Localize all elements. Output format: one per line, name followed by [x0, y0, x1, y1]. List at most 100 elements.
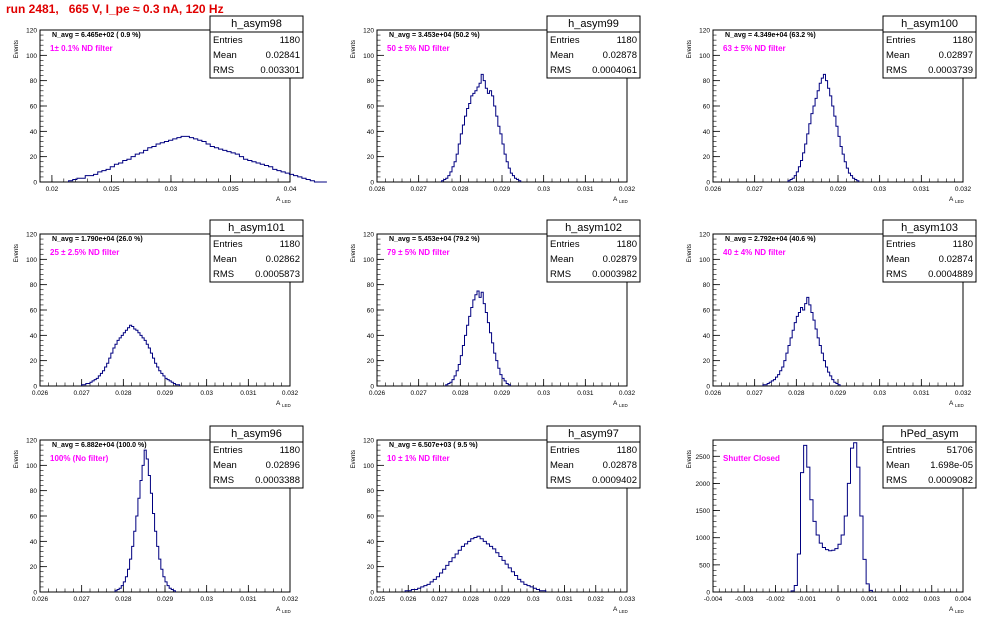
x-tick-label: 0.03	[165, 186, 178, 193]
x-tick-label: 0.03	[873, 390, 886, 397]
x-tick-label: 0	[836, 596, 840, 603]
stats-value: 0.0003982	[592, 269, 637, 280]
histogram-bars	[404, 535, 547, 592]
stats-value: 0.003301	[260, 65, 300, 76]
y-tick-label: 80	[703, 78, 711, 85]
x-tick-label: 0.03	[537, 186, 550, 193]
stats-box: h_asym96 Entries 1180 Mean 0.02896 RMS 0.00033…	[209, 425, 304, 489]
y-tick-label: 100	[363, 53, 374, 60]
y-tick-label: 60	[367, 104, 375, 111]
histogram-pad-h_asym100: 0 20 40 60 80 100 120 0.026 0.027 0.028 0.029 0.03 0…	[687, 15, 977, 204]
stats-box: h_asym102 Entries 1180 Mean 0.02879 RMS 0.0003…	[546, 219, 641, 283]
x-axis-label: A	[949, 196, 954, 203]
x-tick-label: 0.029	[157, 596, 174, 603]
x-tick-label: 0.031	[577, 186, 594, 193]
y-tick-label: 120	[26, 232, 37, 239]
x-tick-label: 0.032	[282, 596, 299, 603]
y-tick-label: 0	[370, 384, 374, 391]
stats-box-frame	[546, 219, 641, 283]
y-tick-label: 0	[706, 384, 710, 391]
y-tick-label: 120	[363, 28, 374, 35]
stats-label: Mean	[213, 460, 237, 471]
y-axis-label: Events	[351, 450, 357, 468]
stats-box-frame	[209, 425, 304, 489]
stats-box-frame	[209, 15, 304, 79]
histogram-bars	[790, 442, 873, 592]
page-title: run 2481, 665 V, I_pe ≈ 0.3 nA, 120 Hz	[6, 2, 224, 16]
stats-label: Mean	[550, 460, 574, 471]
y-tick-label: 20	[30, 358, 38, 365]
x-axis-label-sub: LED	[955, 609, 965, 614]
stats-title: h_asym103	[901, 222, 958, 234]
stats-label: Mean	[886, 460, 910, 471]
stats-box: h_asym97 Entries 1180 Mean 0.02878 RMS 0.00094…	[546, 425, 641, 489]
x-tick-label: 0.03	[200, 596, 213, 603]
stats-value: 0.0004061	[592, 65, 637, 76]
x-tick-label: 0.026	[32, 596, 49, 603]
y-tick-label: 100	[363, 257, 374, 264]
y-tick-label: 60	[30, 308, 38, 315]
x-tick-label: 0.027	[74, 596, 91, 603]
histogram-pad-h_asym96: 0 20 40 60 80 100 120 0.026 0.027 0.028 0.029 0.03 0…	[14, 425, 304, 614]
y-tick-label: 80	[30, 488, 38, 495]
filter-label: 40 ± 4% ND filter	[723, 248, 786, 257]
x-tick-label: 0.02	[46, 186, 59, 193]
x-tick-label: 0.026	[369, 186, 386, 193]
stats-value: 0.0009402	[592, 475, 637, 486]
y-tick-label: 120	[26, 438, 37, 445]
y-tick-label: 2500	[696, 454, 711, 461]
x-tick-label: -0.003	[735, 596, 754, 603]
x-axis-label-sub: LED	[619, 609, 629, 614]
stats-box: h_asym103 Entries 1180 Mean 0.02874 RMS 0.0004…	[882, 219, 977, 283]
x-tick-label: 0.025	[369, 596, 386, 603]
x-tick-label: 0.026	[369, 390, 386, 397]
x-tick-label: 0.025	[103, 186, 120, 193]
x-tick-label: 0.001	[861, 596, 878, 603]
histogram-bars	[114, 449, 176, 592]
histogram-bars	[445, 290, 511, 386]
y-tick-label: 0	[706, 180, 710, 187]
stats-value: 51706	[947, 445, 973, 456]
y-axis-label: Events	[14, 40, 20, 58]
stats-label: Entries	[886, 445, 916, 456]
y-tick-label: 20	[367, 358, 375, 365]
x-tick-label: 0.03	[200, 390, 213, 397]
stats-title: h_asym97	[568, 428, 619, 440]
y-tick-label: 100	[699, 257, 710, 264]
stats-label: RMS	[550, 269, 571, 280]
n-avg-label: N_avg = 6.507e+03 ( 9.5 %)	[389, 442, 478, 449]
x-tick-label: 0.026	[705, 390, 722, 397]
x-axis-label-sub: LED	[619, 403, 629, 408]
y-axis-label: Events	[351, 244, 357, 262]
y-axis-label: Events	[687, 450, 693, 468]
y-tick-label: 0	[370, 590, 374, 597]
filter-label: 63 ± 5% ND filter	[723, 44, 786, 53]
stats-box: h_asym101 Entries 1180 Mean 0.02862 RMS 0.0005…	[209, 219, 304, 283]
x-tick-label: 0.04	[284, 186, 297, 193]
x-axis-label: A	[613, 400, 618, 407]
y-tick-label: 80	[30, 282, 38, 289]
x-tick-label: 0.028	[788, 390, 805, 397]
y-tick-label: 40	[30, 539, 38, 546]
y-axis-label: Events	[14, 244, 20, 262]
x-tick-label: 0.028	[452, 186, 469, 193]
stats-value: 0.02878	[603, 50, 637, 61]
y-tick-label: 60	[703, 308, 711, 315]
y-tick-label: 100	[699, 53, 710, 60]
y-tick-label: 40	[367, 333, 375, 340]
y-tick-label: 80	[367, 78, 375, 85]
x-tick-label: -0.004	[704, 596, 723, 603]
histogram-pad-h_asym102: 0 20 40 60 80 100 120 0.026 0.027 0.028 0.029 0.03 0…	[351, 219, 641, 408]
y-tick-label: 40	[703, 129, 711, 136]
x-tick-label: 0.026	[400, 596, 417, 603]
stats-label: Entries	[550, 35, 580, 46]
x-tick-label: 0.031	[577, 390, 594, 397]
y-tick-label: 20	[30, 564, 38, 571]
stats-label: Mean	[213, 254, 237, 265]
stats-value: 0.02841	[266, 50, 300, 61]
stats-title: h_asym100	[901, 18, 958, 30]
stats-value: 0.02878	[603, 460, 637, 471]
x-tick-label: 0.029	[157, 390, 174, 397]
stats-box-frame	[546, 15, 641, 79]
x-tick-label: 0.026	[705, 186, 722, 193]
